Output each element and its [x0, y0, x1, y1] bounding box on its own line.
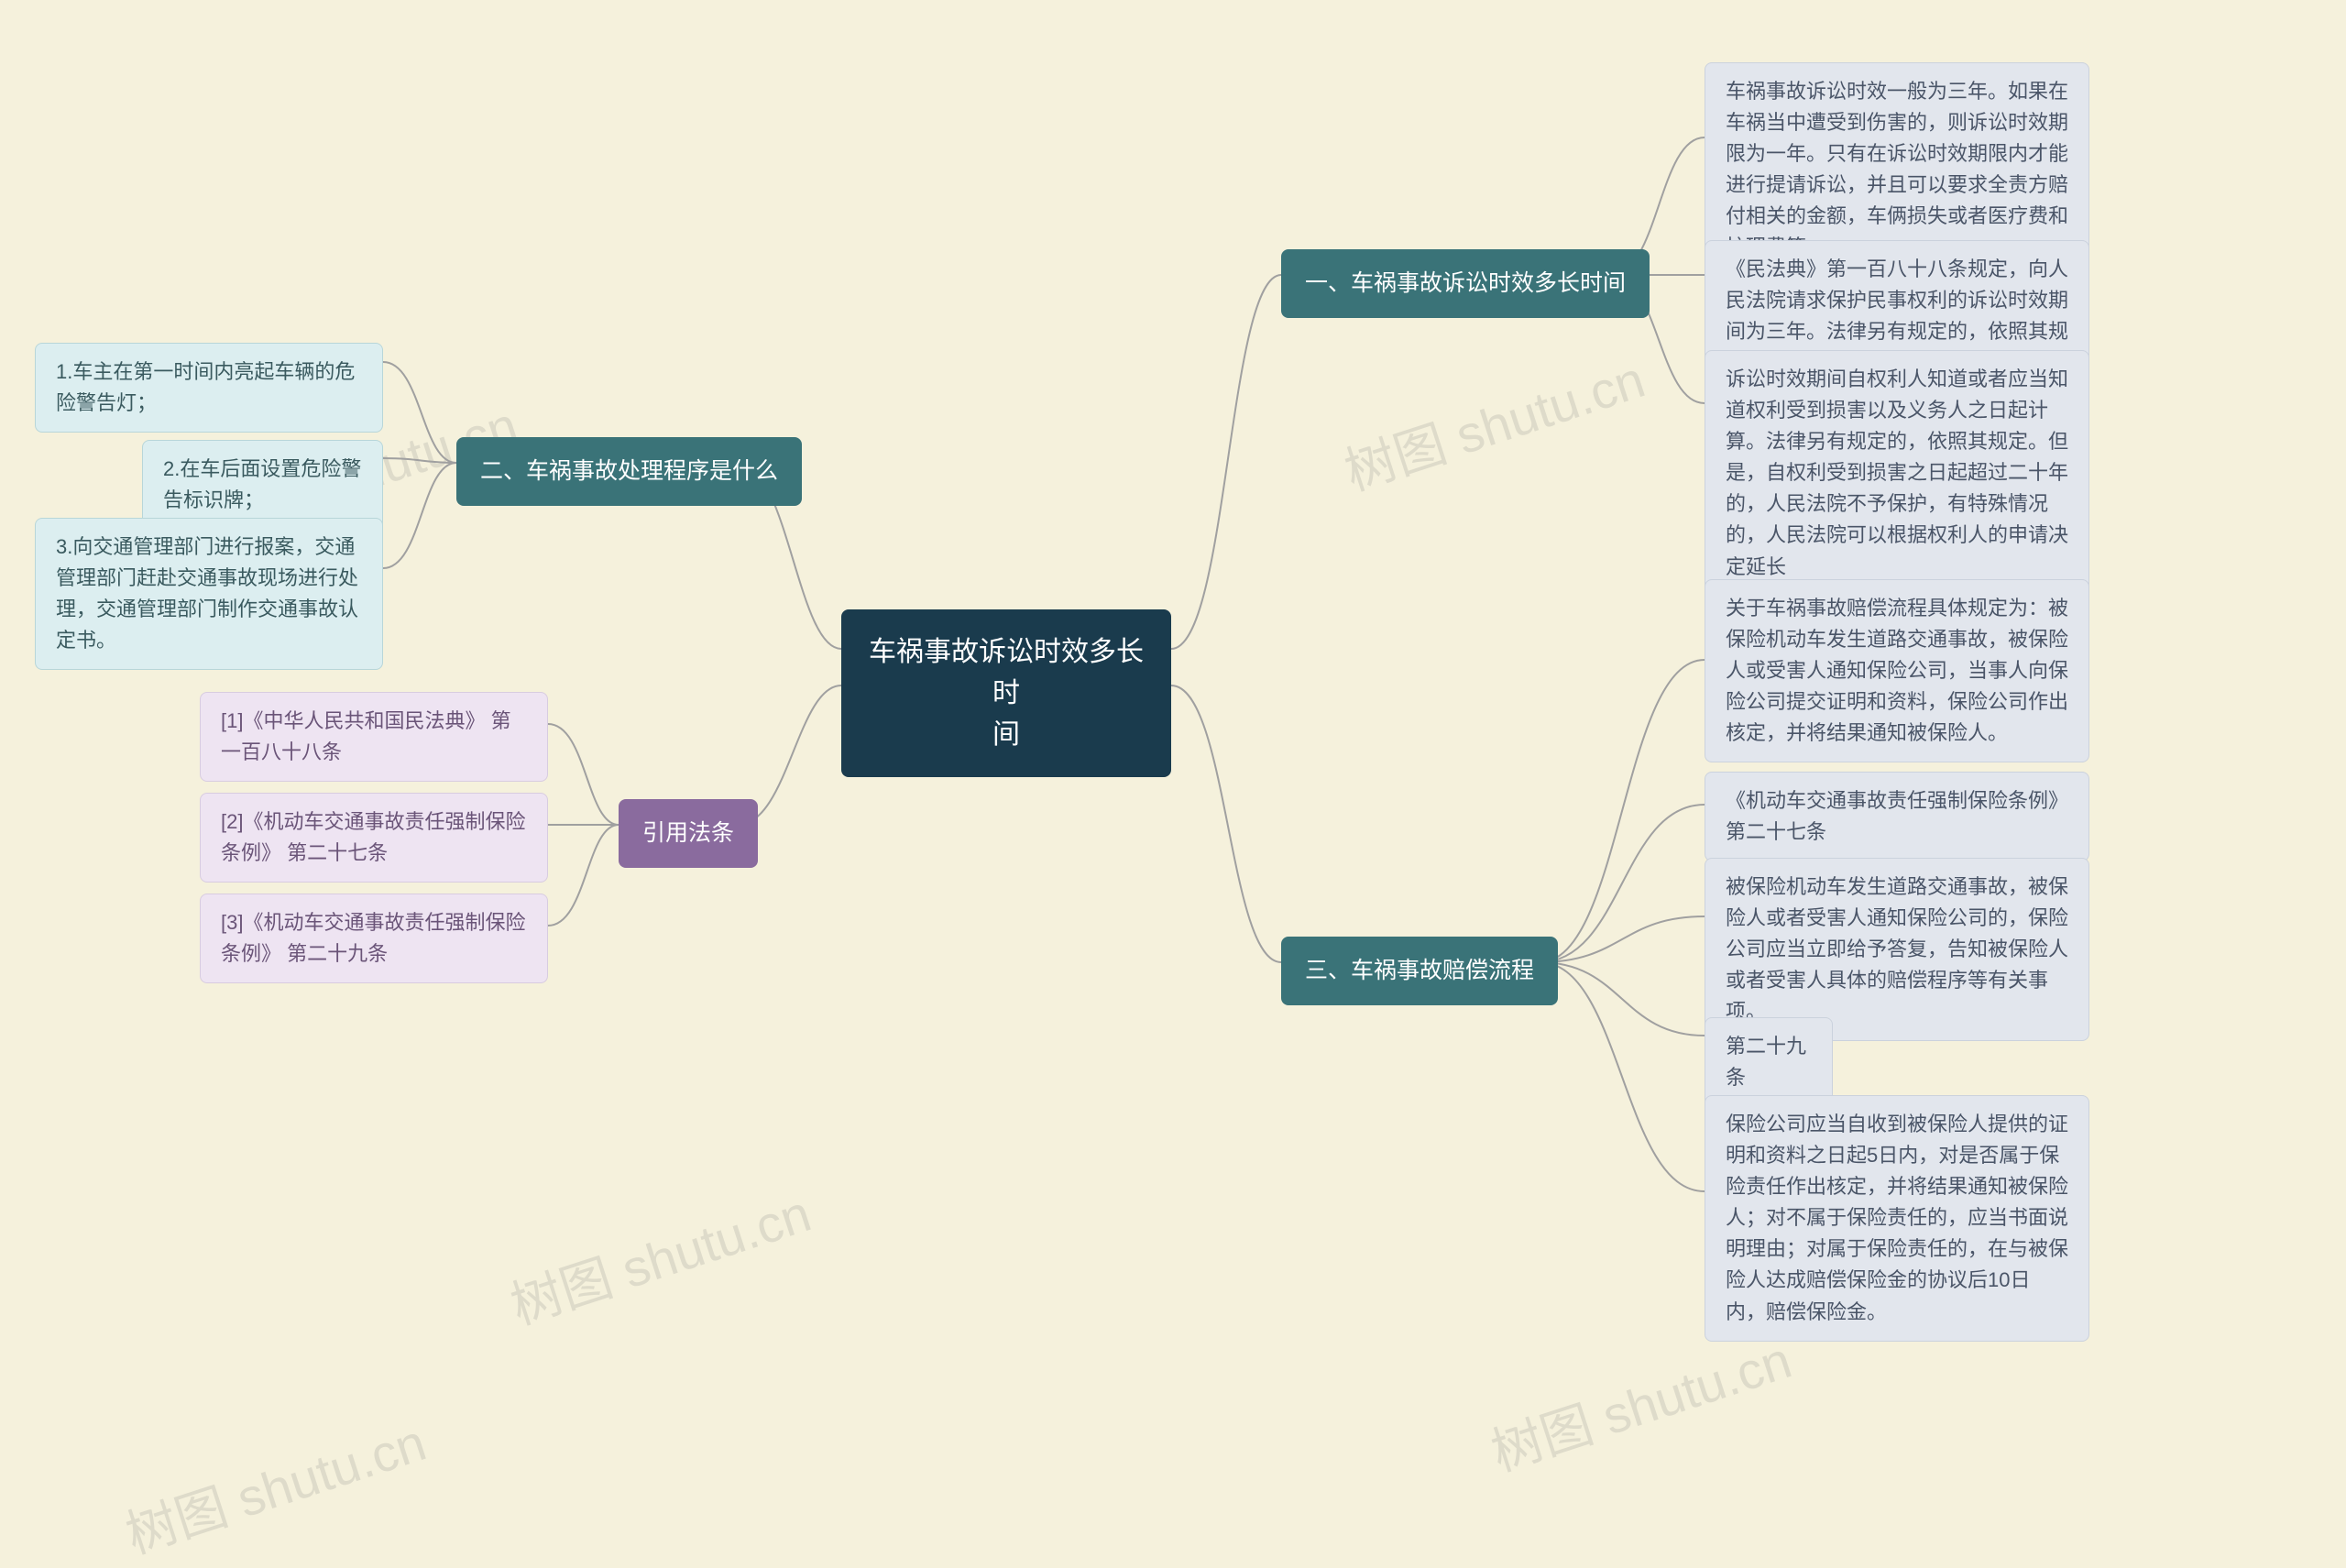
branch-2-leaf-2: 2.在车后面设置危险警告标识牌；: [142, 440, 383, 530]
branch-3-leaf-3: 被保险机动车发生道路交通事故，被保险人或者受害人通知保险公司的，保险公司应当立即…: [1705, 858, 2089, 1041]
branch-3-leaf-5: 保险公司应当自收到被保险人提供的证明和资料之日起5日内，对是否属于保险责任作出核…: [1705, 1095, 2089, 1342]
branch-3-leaf-1: 关于车祸事故赔偿流程具体规定为：被保险机动车发生道路交通事故，被保险人或受害人通…: [1705, 579, 2089, 762]
branch-1-leaf-3: 诉讼时效期间自权利人知道或者应当知道权利受到损害以及义务人之日起计算。法律另有规…: [1705, 350, 2089, 597]
watermark: 树图 shutu.cn: [115, 1402, 434, 1568]
branch-3-leaf-2: 《机动车交通事故责任强制保险条例》第二十七条: [1705, 772, 2089, 861]
root-line2: 间: [992, 719, 1020, 750]
branch-2-node: 二、车祸事故处理程序是什么: [456, 437, 802, 506]
branch-ref-leaf-3: [3]《机动车交通事故责任强制保险条例》 第二十九条: [200, 894, 548, 983]
branch-3-leaf-4: 第二十九条: [1705, 1017, 1833, 1107]
branch-2-leaf-1: 1.车主在第一时间内亮起车辆的危险警告灯；: [35, 343, 383, 433]
branch-ref-node: 引用法条: [619, 799, 758, 868]
root-node: 车祸事故诉讼时效多长时 间: [841, 609, 1171, 777]
root-line1: 车祸事故诉讼时效多长时: [869, 637, 1144, 708]
branch-2-leaf-3: 3.向交通管理部门进行报案，交通管理部门赶赴交通事故现场进行处理，交通管理部门制…: [35, 518, 383, 670]
branch-1-node: 一、车祸事故诉讼时效多长时间: [1281, 249, 1650, 318]
watermark: 树图 shutu.cn: [1481, 1320, 1800, 1486]
branch-ref-leaf-1: [1]《中华人民共和国民法典》 第一百八十八条: [200, 692, 548, 782]
watermark: 树图 shutu.cn: [1334, 339, 1653, 506]
branch-3-node: 三、车祸事故赔偿流程: [1281, 937, 1558, 1005]
watermark: 树图 shutu.cn: [500, 1173, 819, 1340]
branch-ref-leaf-2: [2]《机动车交通事故责任强制保险条例》 第二十七条: [200, 793, 548, 883]
